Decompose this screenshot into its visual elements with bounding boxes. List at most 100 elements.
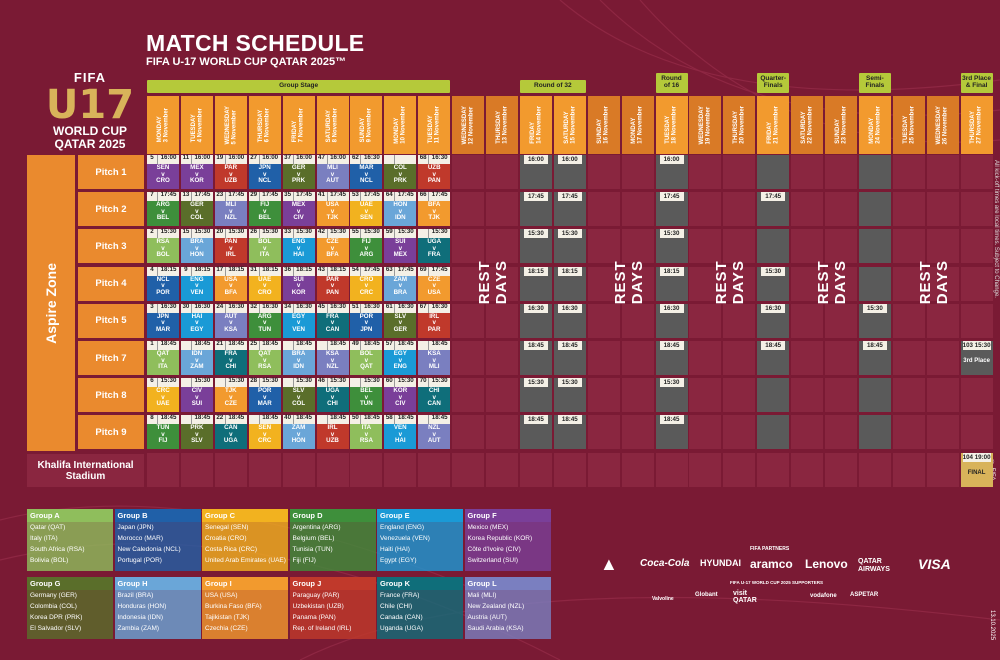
knockout-slot[interactable]: 16:00	[519, 155, 552, 189]
match-cell[interactable]: 8 18:45 TUN v FIJ	[147, 415, 179, 450]
knockout-slot[interactable]: 16:00	[655, 155, 688, 189]
knockout-slot[interactable]: 15:30	[655, 229, 688, 264]
match-cell[interactable]: 2 15:30 RSA v BOL	[147, 229, 179, 264]
knockout-slot[interactable]: 16:30	[519, 303, 552, 338]
knockout-slot[interactable]: 18:45	[858, 341, 891, 375]
knockout-slot[interactable]	[858, 155, 891, 189]
knockout-slot[interactable]	[858, 378, 891, 413]
match-cell[interactable]: 35 17:45 MEX v CIV	[282, 191, 315, 227]
match-cell[interactable]: 18:45 NZL v AUT	[418, 415, 451, 450]
match-cell[interactable]: 28 15:30 POR v MAR	[248, 377, 281, 413]
match-cell[interactable]: 27 16:00 JPN v NCL	[248, 154, 281, 189]
match-cell[interactable]: 61 16:30 SLV v GER	[384, 303, 417, 338]
knockout-slot[interactable]	[858, 415, 891, 450]
knockout-slot[interactable]: 15:30	[519, 378, 552, 413]
match-cell[interactable]: 21 18:45 FRA v CHI	[214, 340, 247, 375]
match-cell[interactable]: 31 18:15 UAE v CRO	[248, 266, 281, 301]
match-cell[interactable]: 43 18:15 PAR v PAN	[316, 266, 349, 301]
knockout-slot[interactable]: 15:30	[655, 378, 688, 413]
knockout-slot[interactable]: 18:45	[519, 341, 552, 375]
knockout-slot[interactable]: 17:45	[655, 192, 688, 227]
knockout-slot[interactable]	[757, 378, 790, 413]
match-cell[interactable]: 5 16:00 SEN v CRO	[147, 154, 179, 189]
match-cell[interactable]: 15:30 SLV v COL	[282, 377, 315, 413]
knockout-slot[interactable]: 16:30	[655, 303, 688, 338]
match-cell[interactable]: 24 16:30 AUT v KSA	[214, 303, 247, 338]
match-cell[interactable]: 70 15:30 CHI v CAN	[418, 377, 451, 413]
knockout-slot[interactable]	[757, 155, 790, 189]
match-cell[interactable]: 18:45 BRA v IDN	[282, 340, 315, 375]
match-cell[interactable]: 22 18:45 CAN v UGA	[214, 415, 247, 450]
knockout-slot[interactable]: 18:15	[553, 266, 586, 301]
match-cell[interactable]: 33 15:30 ENG v HAI	[282, 229, 315, 264]
match-cell[interactable]: 60 15:30 KOR v CIV	[384, 377, 417, 413]
match-cell[interactable]: 57 18:45 EGY v ENG	[384, 340, 417, 375]
match-cell[interactable]: 66 17:45 BFA v TJK	[418, 191, 451, 227]
knockout-slot[interactable]	[858, 192, 891, 227]
knockout-slot[interactable]: 18:45	[519, 415, 552, 450]
knockout-slot[interactable]: 15:30	[858, 303, 891, 338]
knockout-slot[interactable]: 18:45	[553, 415, 586, 450]
match-cell[interactable]: 64 17:45 HON v IDN	[384, 191, 417, 227]
knockout-slot[interactable]	[858, 229, 891, 264]
knockout-slot[interactable]: 18:45	[553, 341, 586, 375]
match-cell[interactable]: 19 16:00 PAR v UZB	[214, 154, 247, 189]
knockout-slot[interactable]: 15:30	[553, 378, 586, 413]
match-cell[interactable]: 18:45 IRL v UZB	[316, 415, 349, 450]
match-cell[interactable]: 9 18:15 ENG v VEN	[180, 266, 213, 301]
match-cell[interactable]: 62 16:30 MAR v NCL	[350, 154, 383, 189]
knockout-slot[interactable]: 17:45	[553, 192, 586, 227]
knockout-slot[interactable]: 17:45	[519, 192, 552, 227]
knockout-slot[interactable]: 18:45	[655, 415, 688, 450]
match-cell[interactable]: 4 18:15 NCL v POR	[147, 266, 179, 301]
match-cell[interactable]: 47 16:00 MLI v AUT	[316, 154, 349, 189]
match-cell[interactable]: 32 16:30 ARG v TUN	[248, 303, 281, 338]
match-cell[interactable]: 45 16:30 FRA v CAN	[316, 303, 349, 338]
match-cell[interactable]: 68 16:30 UZB v PAN	[418, 154, 451, 189]
match-cell[interactable]: 15 15:30 BRA v HON	[180, 229, 213, 264]
match-cell[interactable]: 17 18:15 USA v BFA	[214, 266, 247, 301]
knockout-slot[interactable]: 17:45	[757, 192, 790, 227]
third-place-match[interactable]: 103 15:30 3rd Place	[960, 341, 993, 375]
knockout-slot[interactable]: 18:15	[655, 266, 688, 301]
match-cell[interactable]: 53 17:45 UAE v SEN	[350, 191, 383, 227]
match-cell[interactable]: 26 15:30 BOL v ITA	[248, 229, 281, 264]
match-cell[interactable]: 11 16:00 MEX v KOR	[180, 154, 213, 189]
match-cell[interactable]: 15:30 CIV v SUI	[180, 377, 213, 413]
match-cell[interactable]: 37 16:00 GER v PRK	[282, 154, 315, 189]
match-cell[interactable]: 69 17:45 CZE v USA	[418, 266, 451, 301]
match-cell[interactable]: COL v PRK	[384, 155, 417, 189]
match-cell[interactable]: 46 15:30 UGA v CHI	[316, 377, 349, 413]
knockout-slot[interactable]: 15:30	[553, 229, 586, 264]
match-cell[interactable]: 18:45 KSA v NZL	[316, 340, 349, 375]
match-cell[interactable]: 55 15:30 FIJ v ARG	[350, 229, 383, 264]
knockout-slot[interactable]: 16:30	[553, 303, 586, 338]
match-cell[interactable]: 67 16:30 IRL v PAR	[418, 303, 451, 338]
match-cell[interactable]: 63 17:45 ZAM v BRA	[384, 266, 417, 301]
match-cell[interactable]: 15:30 UGA v FRA	[418, 229, 451, 264]
knockout-slot[interactable]	[757, 229, 790, 264]
match-cell[interactable]: 23 17:45 MLI v NZL	[214, 191, 247, 227]
match-cell[interactable]: 41 17:45 USA v TJK	[316, 191, 349, 227]
knockout-slot[interactable]: 18:45	[757, 341, 790, 375]
match-cell[interactable]: 1 18:45 QAT v ITA	[147, 340, 179, 375]
match-cell[interactable]: 3 16:30 JPN v MAR	[147, 303, 179, 338]
match-cell[interactable]: 18:45 PRK v SLV	[180, 415, 213, 450]
match-cell[interactable]: 29 17:45 FIJ v BEL	[248, 191, 281, 227]
match-cell[interactable]: 49 18:45 BOL v QAT	[350, 340, 383, 375]
match-cell[interactable]: 18:45 IDN v ZAM	[180, 340, 213, 375]
knockout-slot[interactable]: 16:00	[553, 155, 586, 189]
match-cell[interactable]: 25 18:45 QAT v RSA	[248, 340, 281, 375]
match-cell[interactable]: 36 18:15 SUI v KOR	[282, 266, 315, 301]
match-cell[interactable]: 34 16:30 EGY v VEN	[282, 303, 315, 338]
match-cell[interactable]: 7 17:45 ARG v BEL	[147, 191, 179, 227]
knockout-slot[interactable]: 18:15	[519, 266, 552, 301]
knockout-slot[interactable]: 16:30	[757, 303, 790, 338]
knockout-slot[interactable]: 18:45	[655, 341, 688, 375]
match-cell[interactable]: 58 18:45 VEN v HAI	[384, 415, 417, 450]
match-cell[interactable]: 54 17:45 CRO v CRC	[350, 266, 383, 301]
final-match[interactable]: 104 19:00 FINAL	[960, 452, 993, 487]
knockout-slot[interactable]: 15:30	[519, 229, 552, 264]
match-cell[interactable]: 42 15:30 CZE v BFA	[316, 229, 349, 264]
match-cell[interactable]: 40 18:45 ZAM v HON	[282, 415, 315, 450]
